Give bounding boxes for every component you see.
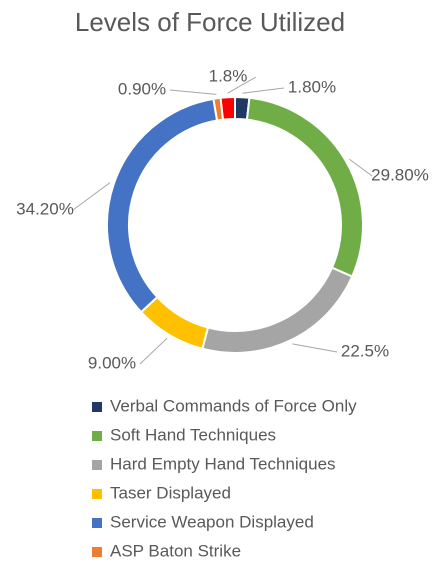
- data-label: 22.5%: [341, 341, 389, 360]
- data-label: 29.80%: [371, 165, 429, 184]
- legend-swatch: [92, 518, 102, 528]
- leader-line: [242, 87, 285, 94]
- leader-line: [227, 76, 257, 94]
- data-label: 9.00%: [88, 353, 136, 372]
- legend-label: Verbal Commands of Force Only: [110, 396, 357, 415]
- legend-label: Soft Hand Techniques: [110, 425, 276, 444]
- legend-label: Hard Empty Hand Techniques: [110, 454, 336, 473]
- donut-segment: [139, 295, 210, 350]
- leader-line: [169, 89, 217, 95]
- leader-line: [349, 158, 373, 177]
- donut-segment: [219, 95, 236, 121]
- leader-line: [292, 343, 338, 353]
- donut-segment: [245, 96, 364, 278]
- leader-line: [139, 337, 168, 365]
- data-label: 34.20%: [16, 199, 74, 218]
- legend-swatch: [92, 431, 102, 441]
- legend-label: Taser Displayed: [110, 483, 231, 502]
- leader-line: [72, 182, 111, 211]
- legend-label: ASP Baton Strike: [110, 541, 241, 560]
- legend-swatch: [92, 547, 102, 557]
- data-label: 0.90%: [118, 79, 166, 98]
- legend-label: Service Weapon Displayed: [110, 512, 314, 531]
- data-label: 1.80%: [288, 77, 336, 96]
- legend-swatch: [92, 489, 102, 499]
- donut-segment: [201, 266, 354, 354]
- data-label: 1.8%: [209, 66, 248, 85]
- legend-swatch: [92, 460, 102, 470]
- legend-swatch: [92, 402, 102, 412]
- donut-segment: [106, 97, 219, 314]
- chart-title: Levels of Force Utilized: [75, 7, 345, 37]
